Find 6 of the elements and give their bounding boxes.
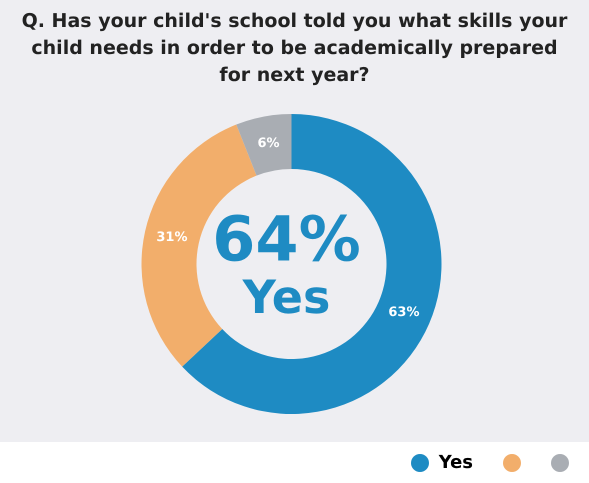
donut-slice [236,114,292,176]
data-label: 6% [258,136,280,152]
chart-title: Q. Has your child's school told you what skills your child needs in order to be academically prepared for next year? [20,9,568,88]
data-label: 63% [388,305,420,320]
data-label: 31% [156,230,188,245]
legend-label: Yes [438,452,473,473]
